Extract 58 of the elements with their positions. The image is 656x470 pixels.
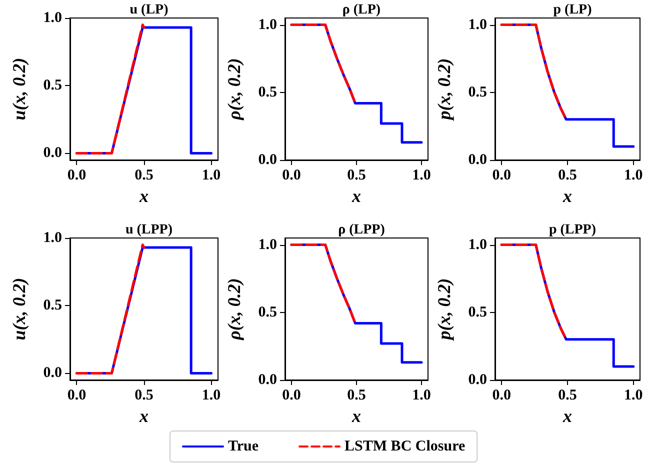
chart-title: ρ (LPP) — [338, 222, 386, 238]
x-axis-title: x — [562, 406, 572, 426]
y-tick-label: 0.5 — [258, 84, 277, 100]
y-axis-title: ρ(x, 0.2) — [224, 278, 244, 341]
y-tick-label: 0.0 — [43, 145, 62, 162]
x-tick-label: 0.0 — [282, 168, 301, 184]
x-tick-label: 1.0 — [624, 168, 643, 184]
x-axis-title: x — [351, 406, 361, 426]
x-tick-label: 0.5 — [558, 168, 577, 184]
x-axis-title: x — [138, 406, 148, 426]
legend-label: LSTM BC Closure — [344, 438, 466, 454]
y-tick-label: 1.0 — [43, 230, 62, 246]
y-tick-label: 0.0 — [43, 365, 62, 382]
y-tick-label: 1.0 — [468, 236, 487, 253]
x-tick-label: 0.0 — [492, 168, 511, 184]
x-axis-title: x — [138, 186, 148, 206]
x-tick-label: 1.0 — [624, 388, 643, 404]
y-tick-label: 0.0 — [468, 372, 487, 388]
y-tick-label: 0.5 — [468, 304, 487, 320]
y-tick-label: 1.0 — [258, 236, 277, 253]
x-axis-title: x — [351, 186, 361, 206]
y-axis-title: u(x, 0.2) — [9, 58, 29, 120]
x-tick-label: 0.5 — [134, 388, 154, 404]
x-tick-label: 1.0 — [202, 388, 221, 404]
legend-label: True — [228, 438, 259, 454]
x-tick-label: 0.5 — [347, 168, 366, 184]
y-axis-title: p(x, 0.2) — [434, 278, 454, 342]
line-series — [290, 24, 356, 104]
y-tick-label: 0.5 — [258, 304, 277, 320]
chart-title: u (LP) — [130, 2, 169, 18]
y-axis-title: u(x, 0.2) — [9, 278, 29, 340]
y-tick-label: 1.0 — [258, 16, 277, 33]
y-axis-title: p(x, 0.2) — [434, 58, 454, 122]
x-tick-label: 0.0 — [67, 388, 86, 404]
chart-title: u (LPP) — [125, 222, 173, 238]
x-tick-label: 1.0 — [412, 168, 431, 184]
y-tick-label: 0.0 — [258, 372, 277, 388]
x-tick-label: 0.5 — [558, 388, 577, 404]
y-tick-label: 1.0 — [43, 10, 62, 26]
y-tick-label: 0.5 — [43, 78, 62, 94]
chart-title: ρ (LP) — [342, 2, 381, 18]
x-tick-label: 1.0 — [202, 168, 221, 184]
line-series — [290, 244, 356, 324]
y-tick-label: 0.0 — [258, 152, 277, 168]
y-tick-label: 0.0 — [468, 152, 487, 168]
y-axis-title: ρ(x, 0.2) — [224, 58, 244, 121]
chart-title: p (LP) — [553, 2, 592, 18]
y-tick-label: 1.0 — [468, 16, 487, 33]
x-tick-label: 0.0 — [492, 388, 511, 404]
y-tick-label: 0.5 — [468, 84, 487, 100]
x-tick-label: 0.5 — [134, 168, 154, 184]
x-tick-label: 1.0 — [412, 388, 431, 404]
x-tick-label: 0.0 — [67, 168, 86, 184]
x-tick-label: 0.0 — [282, 388, 301, 404]
y-tick-label: 0.5 — [43, 298, 62, 314]
chart-title: p (LPP) — [548, 222, 596, 238]
x-tick-label: 0.5 — [347, 388, 366, 404]
x-axis-title: x — [562, 186, 572, 206]
